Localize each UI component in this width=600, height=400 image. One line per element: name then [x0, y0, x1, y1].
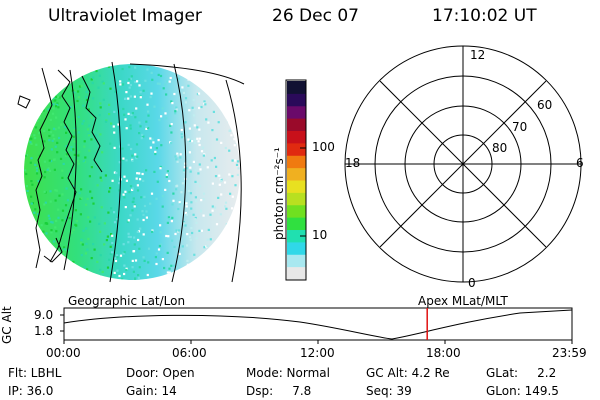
info-dsp: Dsp: 7.8 [246, 384, 312, 398]
polar-label-6: 6 [576, 156, 584, 170]
info-filter: Flt: LBHL [8, 366, 62, 380]
colorbar-band [287, 217, 306, 231]
timeline-xtick-1800: 18:00 [426, 346, 461, 360]
info-ip: IP: 36.0 [8, 384, 54, 398]
colorbar-band [287, 192, 306, 206]
info-mode: Mode: Normal [246, 366, 330, 380]
colorbar-band [287, 229, 306, 243]
coastline-outlines [17, 67, 103, 269]
longitude-grid-lines [63, 61, 245, 283]
timeline-xtick-2359: 23:59 [552, 346, 587, 360]
altitude-timeline [60, 307, 573, 344]
colorbar-band [287, 142, 306, 156]
timeline-xtick-0600: 06:00 [172, 346, 207, 360]
observation-time: 17:10:02 UT [432, 6, 537, 26]
colorbar-band [287, 204, 306, 218]
colorbar-band [287, 81, 306, 94]
colorbar-band [287, 241, 306, 255]
timeline-right-caption: Apex MLat/MLT [418, 294, 508, 308]
info-gc-alt: GC Alt: 4.2 Re [366, 366, 450, 380]
timeline-left-caption: Geographic Lat/Lon [68, 294, 186, 308]
polar-mlt-plot [344, 45, 582, 283]
colorbar-tick-10: 10 [312, 228, 328, 242]
timeline-y-axis-label: GC Alt [0, 306, 14, 344]
colorbar-band [287, 155, 306, 169]
colorbar-band [287, 167, 306, 181]
timeline-ytick-low: 1.8 [34, 324, 54, 338]
polar-ring-80: 80 [492, 141, 508, 155]
info-seq: Seq: 39 [366, 384, 412, 398]
colorbar-band [287, 180, 306, 193]
polar-ring-60: 60 [537, 98, 553, 112]
polar-label-12: 12 [470, 48, 486, 62]
polar-label-0: 0 [468, 276, 476, 290]
info-glat: GLat: 2.2 [486, 366, 557, 380]
info-gain: Gain: 14 [126, 384, 177, 398]
polar-label-18: 18 [345, 156, 361, 170]
colorbar-units-label: photon cm⁻²s⁻¹ [272, 147, 286, 240]
colorbar-band [287, 93, 306, 107]
polar-ring-70: 70 [512, 120, 528, 134]
colorbar-band [287, 254, 306, 268]
info-glon: GLon: 149.5 [486, 384, 559, 398]
timeline-xtick-1200: 12:00 [300, 346, 335, 360]
colorbar-band [287, 130, 306, 144]
colorbar-band [287, 105, 306, 119]
instrument-title: Ultraviolet Imager [48, 6, 202, 26]
colorbar-band [287, 118, 306, 132]
timeline-ytick-high: 9.0 [34, 308, 54, 322]
info-door: Door: Open [126, 366, 195, 380]
colorbar [285, 79, 307, 281]
uv-image-disk [17, 61, 245, 283]
timeline-xtick-0000: 00:00 [46, 346, 81, 360]
colorbar-band [287, 266, 306, 280]
observation-date: 26 Dec 07 [272, 6, 359, 26]
colorbar-tick-100: 100 [312, 140, 335, 154]
